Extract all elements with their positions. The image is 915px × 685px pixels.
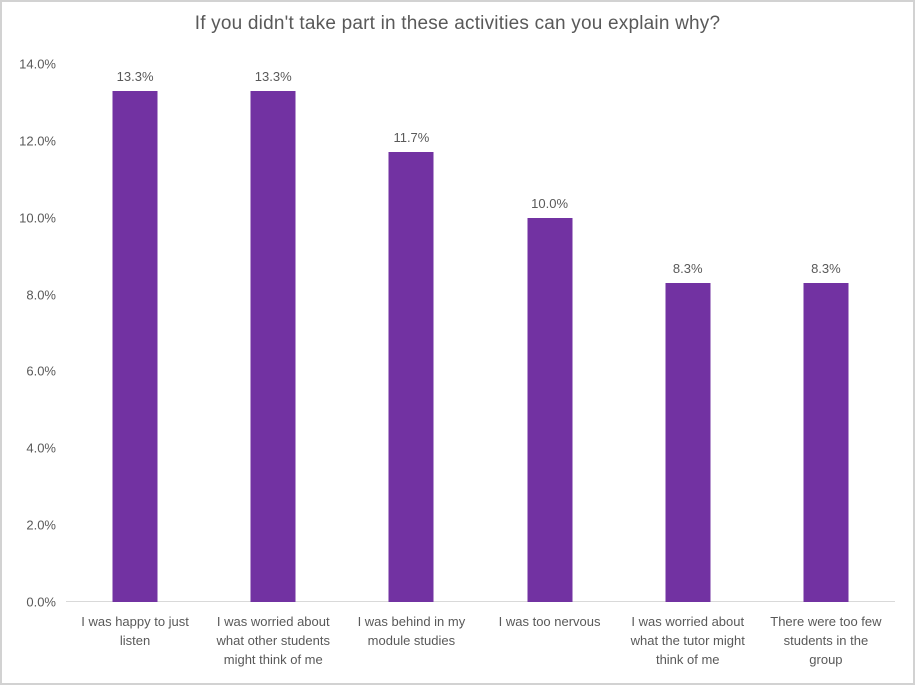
bar-slot: 10.0% — [481, 64, 619, 602]
bar-slot: 8.3% — [757, 64, 895, 602]
bar — [803, 283, 849, 602]
bar — [112, 90, 158, 602]
category-label: I was worried about what other students … — [216, 614, 330, 667]
bar — [250, 90, 296, 602]
bar — [527, 217, 573, 602]
category-label: I was worried about what the tutor might… — [630, 614, 745, 667]
y-tick-label: 2.0% — [26, 517, 56, 533]
bar-slot: 13.3% — [66, 64, 204, 602]
bar-slot: 11.7% — [342, 64, 480, 602]
y-axis: 0.0% 2.0% 4.0% 6.0% 8.0% 10.0% 12.0% 14.0% — [2, 57, 56, 610]
bar-value-label: 11.7% — [393, 130, 430, 146]
x-axis-labels: I was happy to just listen I was worried … — [66, 612, 895, 682]
bar-value-label: 13.3% — [254, 68, 292, 84]
plot-area: 13.3% 13.3% 11.7% 10.0% 8.3% 8.3% — [66, 64, 895, 602]
y-tick-label: 10.0% — [19, 210, 56, 226]
bar — [665, 283, 711, 602]
y-tick-label: 8.0% — [26, 287, 56, 303]
chart-title: If you didn't take part in these activit… — [194, 13, 721, 34]
category-label: I was behind in my module studies — [357, 614, 466, 648]
y-tick-label: 0.0% — [26, 594, 56, 610]
bar-value-label: 8.3% — [811, 261, 841, 277]
category-label: I was happy to just listen — [81, 614, 189, 648]
y-tick-label: 14.0% — [19, 56, 56, 72]
bar-value-label: 8.3% — [672, 261, 703, 277]
bar-slot: 8.3% — [619, 64, 757, 602]
bar-value-label: 13.3% — [116, 68, 154, 84]
y-tick-label: 6.0% — [26, 363, 56, 379]
category-label: I was too nervous — [498, 614, 601, 629]
y-tick-label: 4.0% — [26, 440, 56, 456]
x-axis-line — [66, 601, 895, 602]
bar-slot: 13.3% — [204, 64, 342, 602]
bar — [388, 152, 434, 602]
bar-value-label: 10.0% — [531, 195, 569, 211]
category-label: There were too few students in the group — [770, 614, 882, 667]
y-tick-label: 12.0% — [19, 133, 56, 149]
